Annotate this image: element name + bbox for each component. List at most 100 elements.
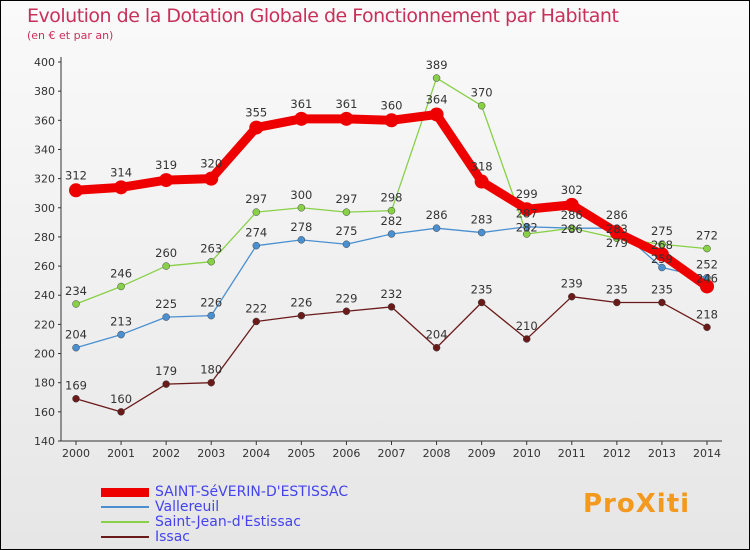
data-point	[207, 257, 215, 266]
legend-item: Saint-Jean-d'Estissac	[101, 515, 301, 529]
data-label: 246	[110, 266, 132, 280]
data-point	[297, 311, 306, 320]
data-point	[613, 298, 621, 307]
legend-swatch	[101, 536, 149, 538]
x-tick-label: 2003	[197, 447, 225, 460]
data-point	[117, 330, 125, 339]
data-label: 278	[290, 220, 312, 234]
proxiti-logo: ProXiti	[583, 489, 691, 519]
data-label: 286	[426, 208, 448, 222]
data-label: 268	[651, 238, 673, 252]
data-point	[522, 335, 531, 343]
x-tick-label: 2000	[62, 447, 90, 460]
data-point	[658, 298, 666, 307]
x-tick-label: 2002	[152, 447, 180, 460]
data-label: 364	[426, 92, 448, 106]
data-point	[432, 343, 441, 352]
data-point	[162, 313, 170, 321]
data-label: 298	[381, 191, 403, 205]
data-label: 282	[516, 221, 538, 235]
data-label: 226	[200, 296, 222, 310]
data-point	[522, 230, 531, 238]
data-label: 160	[110, 392, 132, 406]
data-label: 204	[65, 328, 87, 342]
data-label: 263	[200, 242, 222, 256]
data-point	[204, 171, 219, 186]
data-point	[432, 74, 441, 82]
y-tick-label: 200	[34, 348, 55, 361]
data-point	[162, 380, 170, 388]
data-label: 389	[426, 58, 448, 72]
data-point	[387, 230, 396, 238]
data-label: 312	[65, 168, 87, 182]
data-point	[700, 279, 714, 294]
data-label: 320	[200, 157, 222, 171]
data-label: 370	[471, 86, 493, 100]
data-point	[703, 244, 711, 253]
data-point	[252, 241, 261, 250]
data-label: 355	[245, 106, 267, 120]
data-label: 179	[155, 364, 177, 378]
data-point	[474, 174, 489, 189]
data-point	[69, 183, 83, 198]
x-tick-label: 2013	[648, 447, 676, 460]
y-tick-label: 320	[34, 173, 55, 186]
y-tick-label: 280	[34, 231, 55, 244]
data-label: 226	[290, 296, 312, 310]
data-point	[339, 111, 354, 126]
data-point	[297, 236, 306, 244]
data-point	[207, 378, 215, 387]
data-label: 314	[110, 165, 132, 179]
data-point	[72, 394, 80, 403]
data-point	[159, 173, 174, 188]
legend-label: Issac	[155, 529, 190, 545]
data-label: 222	[245, 301, 267, 315]
y-tick-label: 160	[34, 406, 55, 419]
data-point	[207, 311, 215, 320]
chart-title: Evolution de la Dotation Globale de Fonc…	[27, 5, 619, 27]
x-tick-label: 2009	[468, 447, 496, 460]
legend-label: SAINT-SéVERIN-D'ESTISSAC	[155, 484, 349, 500]
legend-swatch	[101, 487, 149, 497]
data-point	[387, 303, 396, 311]
y-tick-label: 240	[34, 289, 55, 302]
data-point	[429, 107, 444, 122]
data-label: 235	[651, 283, 673, 297]
data-point	[72, 343, 80, 352]
data-label: 286	[561, 222, 583, 236]
x-tick-label: 2001	[107, 447, 135, 460]
legend-item: Vallereuil	[101, 500, 219, 514]
y-tick-label: 380	[34, 85, 55, 98]
data-label: 169	[65, 379, 87, 393]
data-point	[252, 317, 261, 326]
data-label: 300	[290, 188, 312, 202]
data-label: 218	[696, 307, 718, 321]
data-point	[249, 120, 264, 135]
data-label: 319	[155, 158, 177, 172]
data-label: 229	[335, 291, 357, 305]
y-tick-label: 140	[34, 435, 55, 448]
y-tick-label: 220	[34, 318, 55, 331]
y-tick-label: 180	[34, 377, 55, 390]
x-tick-label: 2007	[378, 447, 406, 460]
data-label: 234	[65, 284, 87, 298]
data-label: 239	[561, 277, 583, 291]
data-point	[519, 202, 534, 217]
data-label: 360	[381, 98, 403, 112]
legend-label: Saint-Jean-d'Estissac	[155, 514, 301, 530]
x-tick-label: 2008	[423, 447, 451, 460]
data-point	[342, 240, 351, 248]
data-label: 204	[426, 328, 448, 342]
data-label: 283	[471, 213, 493, 227]
data-label: 235	[606, 283, 628, 297]
data-point	[114, 180, 129, 195]
data-point	[658, 263, 666, 272]
y-tick-label: 400	[34, 56, 55, 69]
x-tick-label: 2014	[693, 447, 721, 460]
data-point	[477, 101, 486, 110]
data-label: 286	[561, 208, 583, 222]
data-label: 235	[471, 283, 493, 297]
legend-label: Vallereuil	[155, 499, 220, 515]
data-label: 246	[696, 272, 718, 286]
